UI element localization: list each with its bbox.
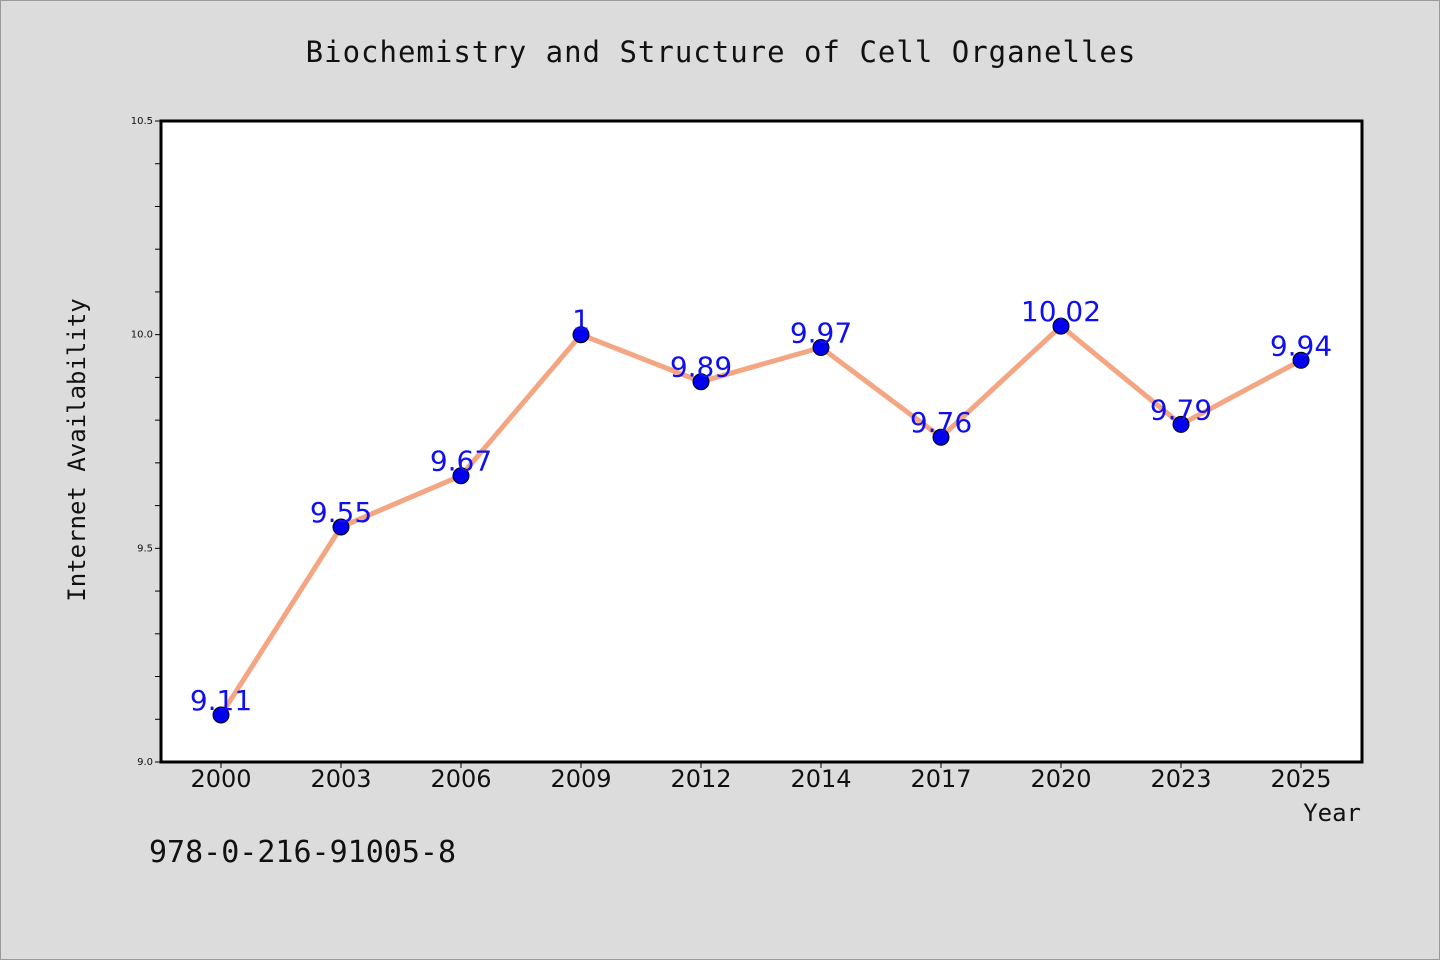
y-tick-label: 9.0 <box>137 757 153 768</box>
data-label: 9.11 <box>190 684 252 717</box>
x-tick-label: 2006 <box>430 765 491 793</box>
data-label: 9.55 <box>310 496 372 529</box>
x-tick-label: 2014 <box>790 765 851 793</box>
data-label: 10.02 <box>1021 295 1101 328</box>
y-tick-label: 10.5 <box>131 116 153 127</box>
x-tick-label: 2012 <box>670 765 731 793</box>
x-tick-label: 2009 <box>550 765 611 793</box>
x-axis-label: Year <box>1303 799 1361 827</box>
plot-area <box>159 119 1364 764</box>
data-label: 1 <box>572 304 590 337</box>
data-label: 9.79 <box>1150 393 1212 426</box>
y-tick-label: 9.5 <box>137 543 153 554</box>
data-labels: 9.11 9.55 9.67 1 9.89 9.97 9.76 10.02 9.79 9.94 <box>190 295 1332 717</box>
x-tick-label: 2017 <box>910 765 971 793</box>
y-tick-label: 10.0 <box>131 330 153 341</box>
data-point <box>812 339 830 356</box>
data-point <box>212 706 230 724</box>
x-tick-label: 2000 <box>190 765 251 793</box>
data-point <box>1052 317 1070 335</box>
data-point <box>452 467 470 485</box>
y-axis-label: Internet Availability <box>63 298 91 601</box>
x-axis-ticks: 2000 2003 2006 2009 2012 2014 2017 2020 2023 2025 <box>190 762 1332 793</box>
data-point <box>932 428 950 446</box>
data-label: 9.94 <box>1270 329 1332 362</box>
isbn-text: 978-0-216-91005-8 <box>149 835 457 870</box>
data-label: 9.97 <box>790 317 852 350</box>
x-tick-label: 2023 <box>1150 765 1211 793</box>
x-tick-label: 2003 <box>310 765 371 793</box>
data-point <box>1172 415 1190 433</box>
data-point <box>1292 351 1310 369</box>
y-axis-ticks: 9.0 9.5 10.0 10.5 <box>131 116 161 768</box>
data-point <box>572 326 590 344</box>
chart-title: Biochemistry and Structure of Cell Organ… <box>305 35 1137 69</box>
series-line <box>218 323 1304 718</box>
data-point <box>692 373 710 391</box>
data-label: 9.67 <box>430 445 492 478</box>
data-label: 9.76 <box>910 406 972 439</box>
data-point <box>332 518 350 536</box>
x-tick-label: 2020 <box>1030 765 1091 793</box>
x-tick-label: 2025 <box>1270 765 1331 793</box>
data-markers <box>212 317 1310 724</box>
data-label: 9.89 <box>670 351 732 384</box>
